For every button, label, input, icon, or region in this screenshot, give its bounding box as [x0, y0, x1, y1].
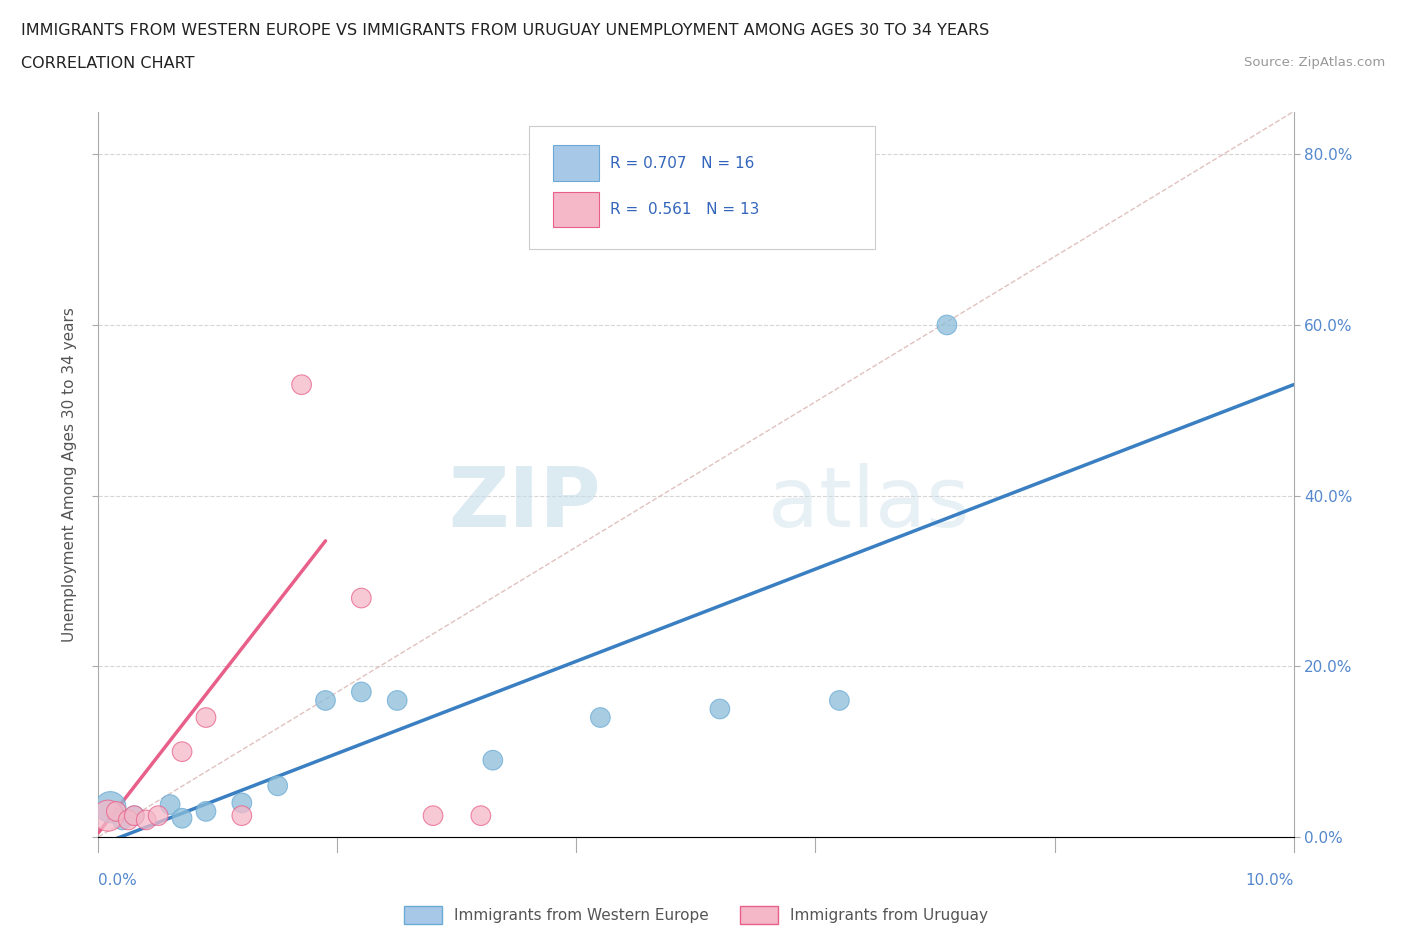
Point	[385, 693, 409, 708]
Point	[172, 744, 194, 759]
Point	[350, 591, 373, 605]
Legend: Immigrants from Western Europe, Immigrants from Uruguay: Immigrants from Western Europe, Immigran…	[404, 906, 988, 923]
Point	[195, 804, 218, 818]
Point	[97, 808, 120, 823]
Text: R = 0.707   N = 16: R = 0.707 N = 16	[610, 155, 754, 170]
Text: 0.0%: 0.0%	[98, 873, 138, 888]
Text: ZIP: ZIP	[449, 463, 600, 544]
Point	[159, 797, 181, 812]
Point	[231, 808, 253, 823]
Point	[100, 800, 122, 815]
Point	[422, 808, 444, 823]
FancyBboxPatch shape	[553, 145, 599, 180]
Text: IMMIGRANTS FROM WESTERN EUROPE VS IMMIGRANTS FROM URUGUAY UNEMPLOYMENT AMONG AGE: IMMIGRANTS FROM WESTERN EUROPE VS IMMIGR…	[21, 23, 990, 38]
Point	[350, 684, 373, 699]
Point	[267, 778, 290, 793]
Text: Source: ZipAtlas.com: Source: ZipAtlas.com	[1244, 56, 1385, 69]
Point	[105, 804, 128, 818]
Point	[315, 693, 337, 708]
Text: 10.0%: 10.0%	[1246, 873, 1294, 888]
Point	[195, 711, 218, 725]
Point	[481, 752, 505, 767]
Text: R =  0.561   N = 13: R = 0.561 N = 13	[610, 203, 759, 218]
Point	[828, 693, 851, 708]
Point	[470, 808, 492, 823]
Text: atlas: atlas	[768, 463, 969, 544]
FancyBboxPatch shape	[553, 192, 599, 227]
Point	[135, 813, 157, 828]
Point	[172, 811, 194, 826]
Point	[709, 701, 731, 716]
Point	[148, 808, 170, 823]
Point	[589, 711, 612, 725]
Point	[936, 317, 959, 332]
Point	[291, 378, 314, 392]
Point	[231, 795, 253, 810]
Point	[124, 808, 146, 823]
Point	[111, 813, 134, 828]
Point	[124, 808, 146, 823]
Y-axis label: Unemployment Among Ages 30 to 34 years: Unemployment Among Ages 30 to 34 years	[62, 307, 77, 642]
Point	[117, 813, 139, 828]
FancyBboxPatch shape	[529, 126, 875, 249]
Text: CORRELATION CHART: CORRELATION CHART	[21, 56, 194, 71]
